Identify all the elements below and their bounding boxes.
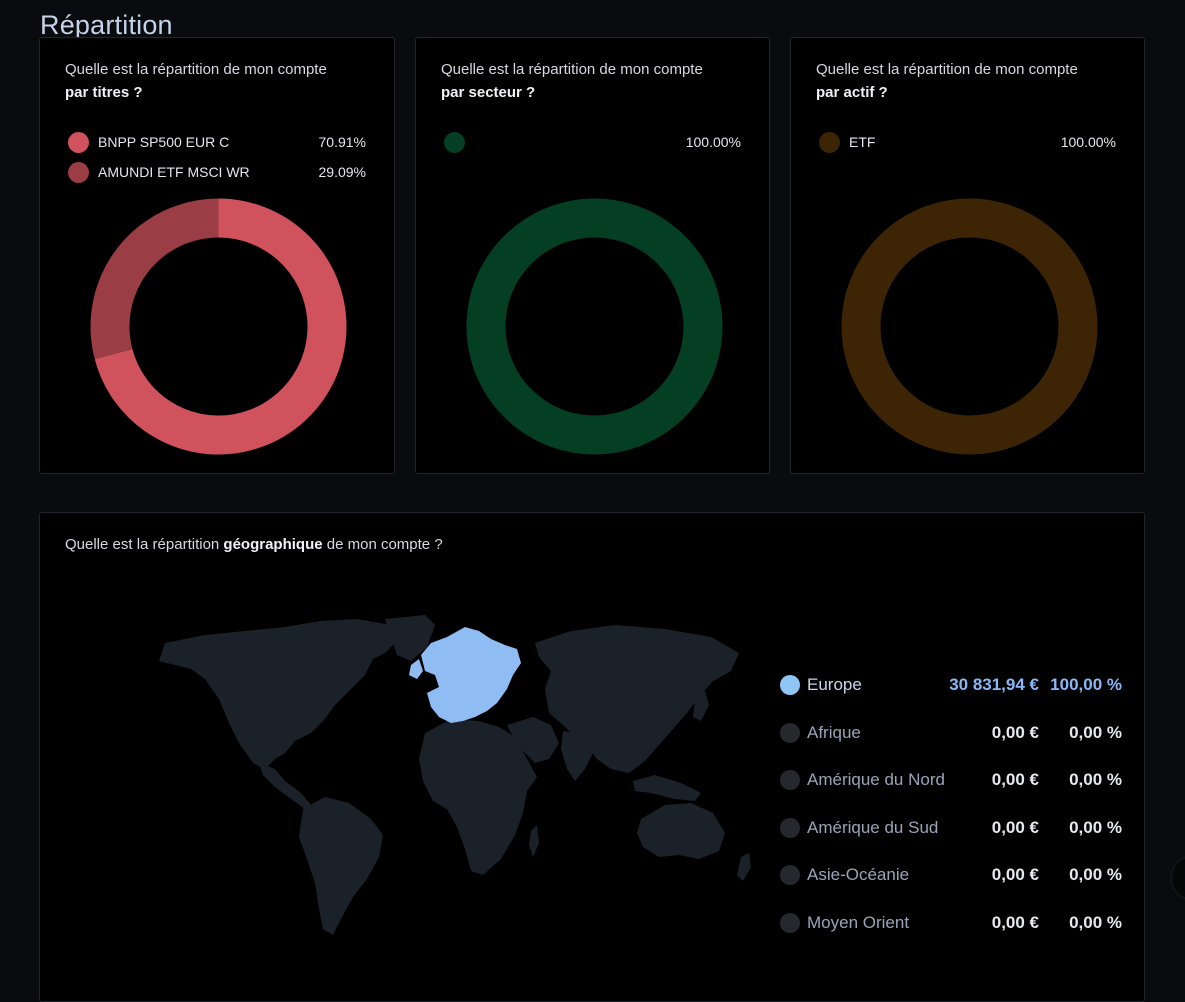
region-percent: 0,00 % xyxy=(1069,723,1122,742)
region-amount: 0,00 € xyxy=(991,913,1039,932)
map-region-australia[interactable] xyxy=(637,803,725,859)
legend-label: BNPP SP500 EUR C xyxy=(98,134,230,150)
legend-dot xyxy=(780,675,800,695)
legend-percent: 100.00% xyxy=(685,134,741,150)
legend-percent: 29.09% xyxy=(318,164,366,180)
map-region-madagascar[interactable] xyxy=(529,825,539,857)
geo-legend-europe[interactable]: Europe 30 831,94 € 100,00 % xyxy=(780,670,1122,700)
legend-item[interactable]: 100.00% xyxy=(444,130,741,154)
card-repartition-secteur: Quelle est la répartition de mon compte … xyxy=(415,37,770,474)
legend-dot xyxy=(780,818,800,838)
scroll-handle[interactable] xyxy=(1172,858,1185,898)
legend-dot xyxy=(68,131,89,153)
question-bold: géographique xyxy=(223,536,323,553)
legend-dot xyxy=(780,913,800,933)
region-name: Moyen Orient xyxy=(807,913,910,932)
region-amount: 30 831,94 € xyxy=(949,675,1039,694)
legend-dot xyxy=(68,161,89,183)
card-repartition-geographique: Quelle est la répartition géographique d… xyxy=(39,512,1145,1002)
region-amount: 0,00 € xyxy=(991,818,1039,837)
question-text: Quelle est la répartition xyxy=(65,536,220,553)
region-name: Europe xyxy=(807,675,862,694)
region-name: Afrique xyxy=(807,723,861,742)
card-question: Quelle est la répartition de mon compte … xyxy=(441,58,703,104)
map-region-middle-east[interactable] xyxy=(507,717,559,763)
map-region-north-america[interactable] xyxy=(159,619,397,769)
geo-legend-amerique-du-sud[interactable]: Amérique du Sud 0,00 € 0,00 % xyxy=(780,813,1122,843)
region-amount: 0,00 € xyxy=(991,770,1039,789)
region-percent: 0,00 % xyxy=(1069,770,1122,789)
question-text: Quelle est la répartition de mon compte xyxy=(816,61,1078,78)
map-region-sea-islands[interactable] xyxy=(633,775,701,801)
geo-legend-afrique[interactable]: Afrique 0,00 € 0,00 % xyxy=(780,718,1122,748)
card-question: Quelle est la répartition de mon compte … xyxy=(65,58,327,104)
legend-dot xyxy=(780,723,800,743)
legend-dot xyxy=(819,131,840,153)
legend-dot xyxy=(780,865,800,885)
question-bold: par secteur ? xyxy=(441,84,536,101)
map-region-central-america[interactable] xyxy=(259,763,311,809)
legend-dot xyxy=(780,770,800,790)
map-region-africa[interactable] xyxy=(419,719,537,875)
donut-slice-1[interactable] xyxy=(90,198,219,360)
question-text-end: de mon compte ? xyxy=(326,536,443,553)
donut-slice-0[interactable] xyxy=(466,198,723,455)
geo-legend-asie-oceanie[interactable]: Asie-Océanie 0,00 € 0,00 % xyxy=(780,860,1122,890)
region-name: Amérique du Nord xyxy=(807,770,945,789)
region-name: Asie-Océanie xyxy=(807,865,910,884)
map-region-new-zealand[interactable] xyxy=(737,853,751,881)
card-repartition-actif: Quelle est la répartition de mon compte … xyxy=(790,37,1145,474)
donut-chart-titres[interactable] xyxy=(90,198,347,455)
question-text: Quelle est la répartition de mon compte xyxy=(65,61,327,78)
donut-slice-0[interactable] xyxy=(94,198,347,455)
legend-dot xyxy=(444,131,465,153)
legend-item[interactable]: BNPP SP500 EUR C 70.91% xyxy=(68,130,366,154)
legend-percent: 100.00% xyxy=(1060,134,1116,150)
map-region-uk[interactable] xyxy=(409,659,423,679)
region-percent: 100,00 % xyxy=(1050,675,1122,694)
map-region-japan[interactable] xyxy=(693,691,709,721)
page-title: Répartition xyxy=(40,10,173,41)
question-text: Quelle est la répartition de mon compte xyxy=(441,61,703,78)
region-name: Amérique du Sud xyxy=(807,818,939,837)
map-region-greenland[interactable] xyxy=(385,615,435,661)
donut-chart-actif[interactable] xyxy=(841,198,1098,455)
card-repartition-titres: Quelle est la répartition de mon compte … xyxy=(39,37,395,474)
geo-legend-amerique-du-nord[interactable]: Amérique du Nord 0,00 € 0,00 % xyxy=(780,765,1122,795)
card-question: Quelle est la répartition de mon compte … xyxy=(816,58,1078,104)
map-region-south-america[interactable] xyxy=(299,797,383,935)
region-amount: 0,00 € xyxy=(991,723,1039,742)
legend-item[interactable]: ETF 100.00% xyxy=(819,130,1116,154)
region-amount: 0,00 € xyxy=(991,865,1039,884)
legend-percent: 70.91% xyxy=(318,134,366,150)
legend-item[interactable]: AMUNDI ETF MSCI WR 29.09% xyxy=(68,160,366,184)
question-bold: par actif ? xyxy=(816,84,888,101)
donut-chart-secteur[interactable] xyxy=(466,198,723,455)
legend-label: ETF xyxy=(849,134,876,150)
region-percent: 0,00 % xyxy=(1069,818,1122,837)
world-map[interactable] xyxy=(135,613,775,948)
map-region-india[interactable] xyxy=(561,731,595,781)
donut-slice-0[interactable] xyxy=(841,198,1098,455)
legend-label: AMUNDI ETF MSCI WR xyxy=(98,164,250,180)
map-region-europe[interactable] xyxy=(421,627,521,723)
question-bold: par titres ? xyxy=(65,84,143,101)
region-percent: 0,00 % xyxy=(1069,865,1122,884)
card-question: Quelle est la répartition géographique d… xyxy=(65,533,443,556)
geo-legend-moyen-orient[interactable]: Moyen Orient 0,00 € 0,00 % xyxy=(780,908,1122,938)
region-percent: 0,00 % xyxy=(1069,913,1122,932)
